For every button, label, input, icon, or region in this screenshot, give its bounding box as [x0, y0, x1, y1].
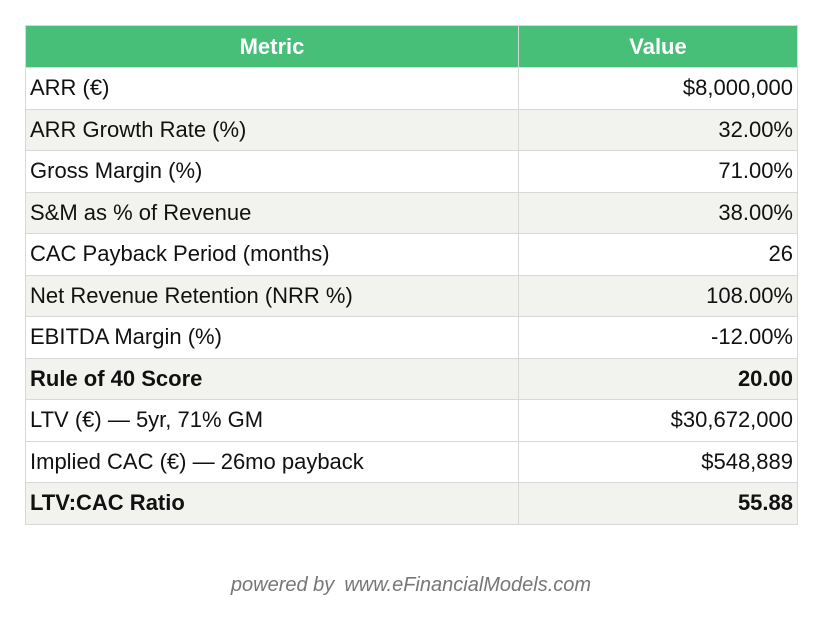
- column-header-metric: Metric: [25, 25, 519, 68]
- table-row: LTV (€) — 5yr, 71% GM $30,672,000: [25, 399, 798, 442]
- value-cell: 20.00: [518, 357, 798, 400]
- value-cell: $30,672,000: [518, 399, 798, 442]
- column-header-value: Value: [518, 25, 798, 68]
- table-row: CAC Payback Period (months) 26: [25, 233, 798, 276]
- value-cell: 108.00%: [518, 274, 798, 317]
- value-cell: 71.00%: [518, 150, 798, 193]
- table-row: Net Revenue Retention (NRR %) 108.00%: [25, 274, 798, 317]
- table-row-ltv-cac: LTV:CAC Ratio 55.88: [25, 482, 798, 525]
- metrics-table: Metric Value ARR (€) $8,000,000 ARR Grow…: [25, 25, 798, 525]
- metric-cell: Implied CAC (€) — 26mo payback: [25, 440, 519, 483]
- value-cell: -12.00%: [518, 316, 798, 359]
- value-cell: $548,889: [518, 440, 798, 483]
- table-row-rule-of-40: Rule of 40 Score 20.00: [25, 357, 798, 400]
- table-header-row: Metric Value: [25, 25, 798, 68]
- value-cell: 32.00%: [518, 108, 798, 151]
- value-cell: $8,000,000: [518, 67, 798, 110]
- metric-cell: LTV:CAC Ratio: [25, 482, 519, 525]
- footer-credit: powered by www.eFinancialModels.com: [0, 574, 822, 597]
- metric-cell: ARR Growth Rate (%): [25, 108, 519, 151]
- value-cell: 26: [518, 233, 798, 276]
- metric-cell: CAC Payback Period (months): [25, 233, 519, 276]
- table-row: Gross Margin (%) 71.00%: [25, 150, 798, 193]
- table-row: Implied CAC (€) — 26mo payback $548,889: [25, 440, 798, 483]
- footer-powered-by: powered by: [230, 574, 335, 596]
- metric-cell: EBITDA Margin (%): [25, 316, 519, 359]
- table-row: EBITDA Margin (%) -12.00%: [25, 316, 798, 359]
- metric-cell: S&M as % of Revenue: [25, 191, 519, 234]
- metric-cell: Rule of 40 Score: [25, 357, 519, 400]
- table-row: ARR (€) $8,000,000: [25, 67, 798, 110]
- metric-cell: LTV (€) — 5yr, 71% GM: [25, 399, 519, 442]
- table-row: ARR Growth Rate (%) 32.00%: [25, 108, 798, 151]
- value-cell: 55.88: [518, 482, 798, 525]
- metric-cell: Gross Margin (%): [25, 150, 519, 193]
- metric-cell: Net Revenue Retention (NRR %): [25, 274, 519, 317]
- metric-cell: ARR (€): [25, 67, 519, 110]
- footer-site-link[interactable]: www.eFinancialModels.com: [344, 574, 592, 596]
- value-cell: 38.00%: [518, 191, 798, 234]
- table-row: S&M as % of Revenue 38.00%: [25, 191, 798, 234]
